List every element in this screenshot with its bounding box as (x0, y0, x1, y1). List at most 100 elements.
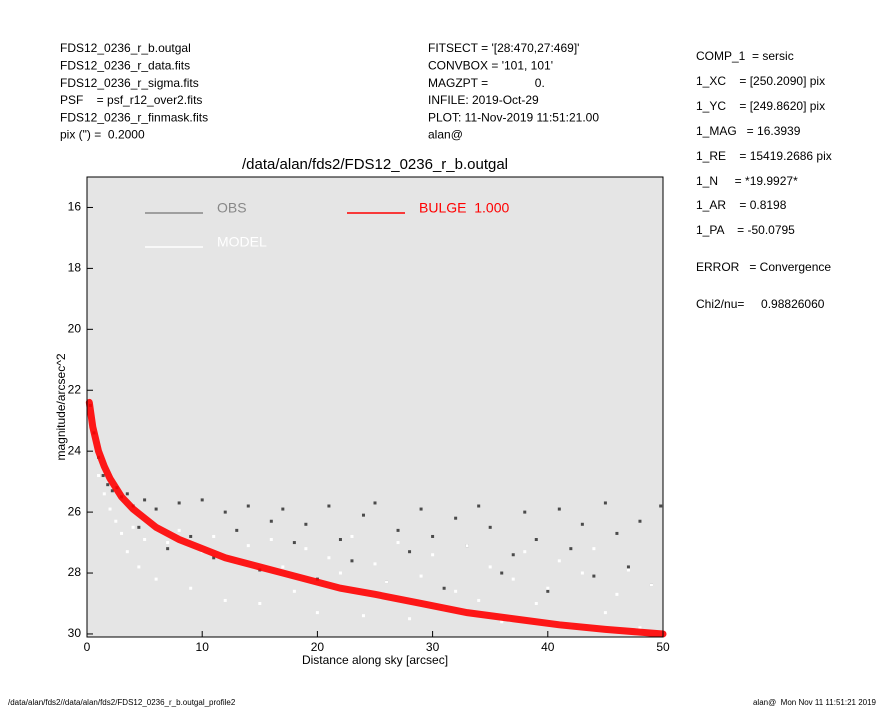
data-point (177, 501, 181, 505)
data-point (269, 538, 273, 542)
data-point (315, 611, 319, 615)
y-tick-label: 30 (68, 626, 82, 640)
data-point (615, 592, 619, 596)
data-point (258, 601, 262, 605)
data-point (292, 541, 296, 545)
data-point (626, 568, 630, 572)
x-tick-label: 0 (84, 640, 91, 654)
x-axis-label: Distance along sky [arcsec] (302, 653, 448, 667)
data-point (110, 489, 114, 493)
data-point (396, 528, 400, 532)
data-point (143, 538, 147, 542)
data-point (659, 504, 663, 508)
header-left-line: FDS12_0236_r_data.fits (60, 58, 190, 72)
fit-parameter: 1_PA = -50.0795 (696, 223, 795, 237)
data-point (546, 589, 550, 593)
header-middle-line: PLOT: 11-Nov-2019 11:51:21.00 (428, 110, 599, 124)
data-point (419, 507, 423, 511)
data-point (592, 547, 596, 551)
data-point (246, 544, 250, 548)
data-point (361, 614, 365, 618)
data-point (396, 541, 400, 545)
footer-right: alan@ Mon Nov 11 11:51:21 2019 (753, 698, 877, 707)
chart-title: /data/alan/fds2/FDS12_0236_r_b.outgal (242, 156, 508, 173)
data-point (373, 562, 377, 566)
legend-label: OBS (217, 200, 247, 216)
data-point (408, 550, 412, 554)
fit-parameter: COMP_1 = sersic (696, 49, 794, 63)
data-point (189, 534, 193, 538)
data-point (385, 580, 389, 584)
data-point (442, 586, 446, 590)
data-point (592, 574, 596, 578)
data-point (154, 577, 158, 581)
header-left-line: FDS12_0236_r_finmask.fits (60, 110, 208, 124)
data-point (419, 574, 423, 578)
data-point (638, 626, 642, 630)
y-tick-label: 24 (68, 443, 82, 457)
header-middle-line: CONVBOX = '101, 101' (428, 58, 553, 72)
header-middle-line: MAGZPT = 0. (428, 76, 545, 90)
data-point (246, 504, 250, 508)
fit-parameter: Chi2/nu= 0.98826060 (696, 297, 825, 311)
header-left-line: PSF = psf_r12_over2.fits (60, 93, 202, 107)
data-point (137, 525, 141, 529)
fit-parameter: ERROR = Convergence (696, 260, 831, 274)
data-point (143, 498, 147, 502)
data-point (465, 544, 469, 548)
data-point (361, 513, 365, 517)
plot-area (87, 177, 663, 637)
y-axis-label: magnitude/arcsec^2 (54, 353, 68, 460)
header-middle-line: INFILE: 2019-Oct-29 (428, 93, 539, 107)
footer-left: /data/alan/fds2//data/alan/fds2/FDS12_02… (8, 698, 236, 707)
data-point (580, 571, 584, 575)
data-point (350, 559, 354, 563)
data-point (101, 474, 105, 478)
data-point (177, 528, 181, 532)
data-point (477, 598, 481, 602)
y-tick-label: 26 (68, 504, 82, 518)
data-point (477, 504, 481, 508)
data-point (281, 565, 285, 569)
header-left-line: pix (") = 0.2000 (60, 128, 145, 142)
data-point (120, 531, 124, 535)
fit-parameter: 1_RE = 15419.2686 pix (696, 149, 832, 163)
data-point (454, 589, 458, 593)
data-point (212, 556, 216, 560)
fit-parameter: 1_MAG = 16.3939 (696, 124, 801, 138)
data-point (223, 510, 227, 514)
fit-parameter: 1_AR = 0.8198 (696, 198, 787, 212)
data-point (431, 553, 435, 557)
y-tick-label: 20 (68, 321, 82, 335)
data-point (292, 589, 296, 593)
data-point (454, 516, 458, 520)
data-point (108, 507, 112, 511)
data-point (615, 531, 619, 535)
plot-frame (86, 176, 664, 638)
data-point (338, 538, 342, 542)
data-point (338, 571, 342, 575)
data-point (125, 550, 129, 554)
data-point (580, 522, 584, 526)
x-tick-label: 10 (196, 640, 210, 654)
data-point (500, 620, 504, 624)
data-point (373, 501, 377, 505)
data-point (557, 507, 561, 511)
data-point (166, 547, 170, 551)
x-tick-label: 40 (541, 640, 555, 654)
legend-label: MODEL (217, 234, 267, 250)
data-point (511, 577, 515, 581)
fit-parameter: 1_N = *19.9927* (696, 174, 798, 188)
data-point (431, 534, 435, 538)
header-middle-line: alan@ (428, 128, 463, 142)
data-point (235, 528, 239, 532)
data-point (638, 519, 642, 523)
data-point (511, 553, 515, 557)
data-point (137, 565, 141, 569)
data-point (350, 534, 354, 538)
data-point (212, 534, 216, 538)
y-tick-label: 18 (68, 261, 82, 275)
legend-label: BULGE 1.000 (419, 200, 509, 216)
